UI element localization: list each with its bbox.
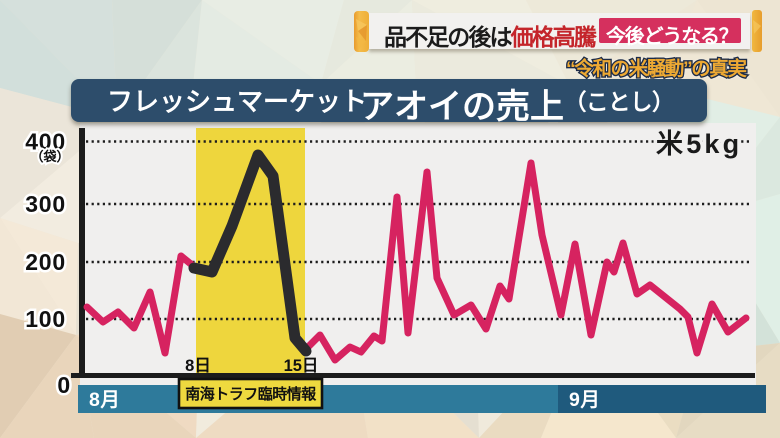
svg-text:300: 300 — [25, 191, 66, 217]
svg-text:100: 100 — [25, 306, 66, 332]
svg-text:8日: 8日 — [185, 357, 211, 375]
svg-text:15日: 15日 — [284, 357, 319, 375]
svg-text:8月: 8月 — [89, 389, 120, 411]
svg-text:南海トラフ臨時情報: 南海トラフ臨時情報 — [185, 385, 317, 403]
svg-text:200: 200 — [25, 249, 66, 275]
svg-text:0: 0 — [57, 372, 71, 398]
svg-text:米5kg: 米5kg — [656, 129, 742, 159]
svg-text:9月: 9月 — [569, 389, 600, 411]
svg-text:400: 400 — [25, 129, 66, 155]
svg-text:（袋）: （袋） — [30, 149, 69, 164]
